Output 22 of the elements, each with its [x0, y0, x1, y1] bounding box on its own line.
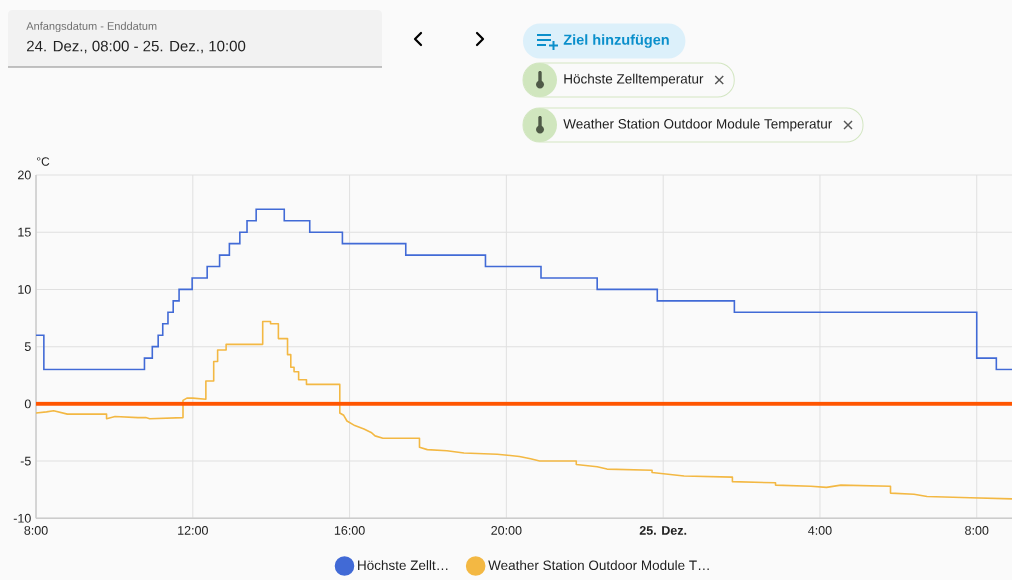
text: Anfangsdatum - Enddatum — [26, 21, 157, 33]
y-tick-label: 20 — [18, 170, 31, 180]
y-tick-label: -10 — [13, 513, 31, 523]
x-tick-label: 8:00 — [965, 525, 989, 535]
x-tick-label: 20:00 — [491, 525, 522, 535]
y-tick-label: -5 — [20, 456, 31, 466]
y-axis-title: °C — [36, 157, 50, 166]
y-tick-label: 5 — [24, 342, 31, 351]
y-tick-label: 0 — [24, 399, 31, 409]
x-tick-label: 12:00 — [178, 525, 208, 535]
text: 24. Dez., 08:00 - 25. Dez., 10:00 — [27, 40, 246, 54]
legend-label: Weather Station Outdoor Module T… — [488, 560, 709, 571]
legend-label: Höchste Zellt… — [358, 560, 448, 571]
text: Höchste Zelltemperatur — [564, 73, 704, 87]
x-tick-label: 8:00 — [24, 525, 48, 535]
x-tick-label: 16:00 — [334, 525, 365, 535]
y-tick-label: 10 — [18, 284, 31, 294]
x-tick-label: 25. Dez. — [639, 525, 687, 535]
y-tick-label: 15 — [18, 227, 31, 237]
x-tick-label: 4:00 — [808, 525, 832, 535]
text: Ziel hinzufügen — [563, 34, 669, 48]
text: Weather Station Outdoor Module Temperatur — [563, 118, 833, 132]
